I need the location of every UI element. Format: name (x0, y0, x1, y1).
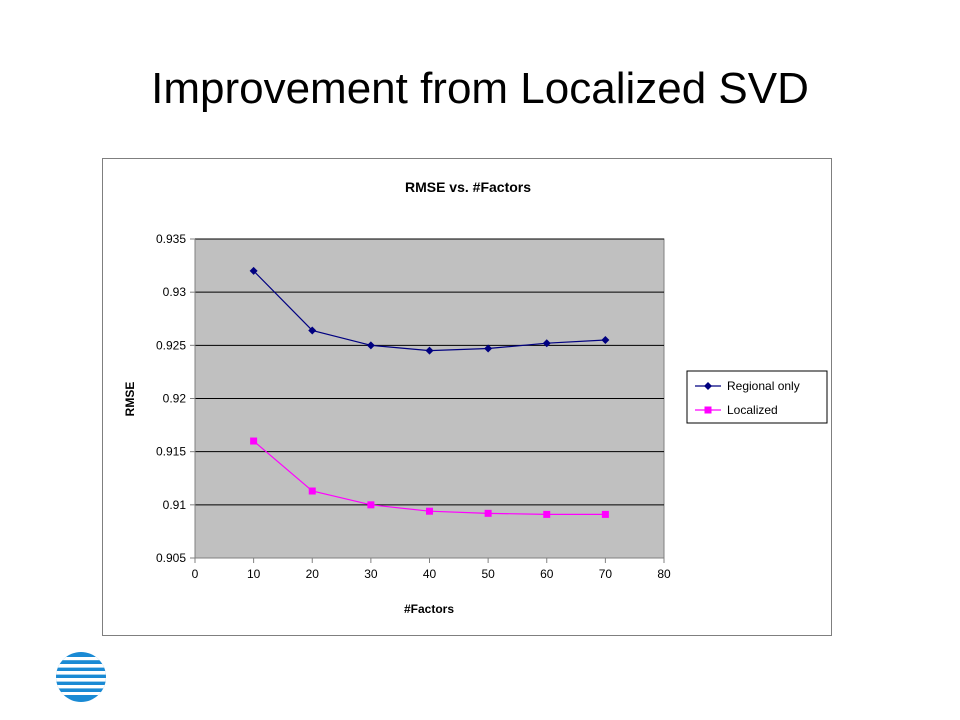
x-tick-label: 80 (657, 567, 671, 581)
y-tick-label: 0.925 (156, 338, 186, 352)
axes: 0.905 0.91 0.915 0.92 0.925 0.93 0.935 0 10 20 30 4… (156, 232, 671, 581)
legend-label: Localized (727, 403, 778, 417)
data-point (543, 510, 551, 518)
data-point (366, 341, 375, 350)
gridlines (195, 238, 664, 506)
data-point (426, 507, 433, 515)
att-globe-logo (56, 652, 106, 702)
data-point (484, 344, 493, 353)
data-point (484, 509, 492, 517)
data-point (367, 501, 375, 509)
legend-marker (704, 382, 712, 390)
data-point (308, 487, 316, 495)
x-tick-label: 10 (247, 567, 261, 581)
x-tick-label: 20 (306, 567, 320, 581)
data-point (542, 339, 551, 348)
x-tick-label: 60 (540, 567, 554, 581)
x-tick-label: 70 (599, 567, 613, 581)
data-point (425, 346, 434, 355)
y-tick-label: 0.935 (156, 232, 186, 246)
legend-label: Regional only (727, 379, 800, 393)
legend-box (686, 370, 828, 424)
x-tick-label: 40 (423, 567, 437, 581)
data-point (308, 326, 317, 335)
chart-area: RMSE vs. #Factors 0.905 0.91 0.915 0.92 0.92… (102, 158, 832, 636)
legend: Regional only Localized (686, 370, 828, 424)
y-axis-label: RMSE (123, 382, 137, 417)
y-tick-label: 0.915 (156, 445, 186, 459)
legend-marker (704, 406, 712, 414)
y-tick-label: 0.92 (163, 392, 187, 406)
x-axis-label: #Factors (404, 602, 454, 616)
chart: RMSE vs. #Factors 0.905 0.91 0.915 0.92 0.92… (123, 179, 828, 616)
x-tick-label: 50 (481, 567, 495, 581)
data-point (250, 437, 258, 445)
data-point (249, 266, 258, 275)
x-tick-label: 0 (192, 567, 199, 581)
data-point (601, 510, 609, 518)
x-tick-label: 30 (364, 567, 378, 581)
series-layer (249, 266, 610, 518)
y-tick-label: 0.91 (163, 498, 187, 512)
y-tick-label: 0.905 (156, 551, 186, 565)
chart-title: RMSE vs. #Factors (405, 179, 531, 195)
slide-title: Improvement from Localized SVD (151, 64, 809, 113)
y-tick-label: 0.93 (163, 285, 187, 299)
data-point (601, 336, 610, 345)
